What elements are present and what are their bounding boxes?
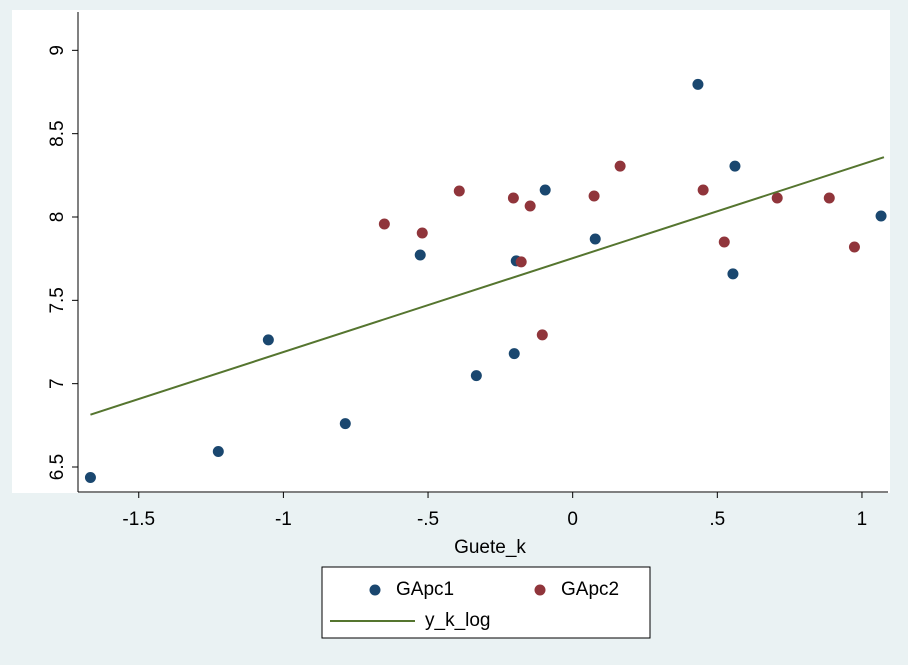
y-tick-label: 8 (47, 212, 68, 223)
x-tick-label: -.5 (417, 509, 439, 530)
point (848, 241, 860, 253)
legend-marker (534, 584, 546, 596)
point (729, 160, 741, 172)
y-tick-label: 9 (47, 45, 68, 56)
y-tick-label: 8.5 (47, 120, 68, 146)
point (262, 334, 274, 346)
fit-line (90, 156, 885, 416)
point (771, 192, 783, 204)
point (692, 78, 704, 90)
x-axis-title: Guete_k (454, 537, 526, 558)
point (508, 348, 520, 360)
point (416, 227, 428, 239)
legend-label: GApc1 (396, 579, 454, 600)
point (614, 160, 626, 172)
point (515, 256, 527, 268)
point (588, 190, 600, 202)
x-tick-label: .5 (709, 509, 725, 530)
point (697, 184, 709, 196)
point (875, 210, 887, 222)
point (470, 370, 482, 382)
y-tick-label: 7.5 (47, 287, 68, 313)
point (727, 268, 739, 280)
point (539, 184, 551, 196)
point (378, 218, 390, 230)
x-tick-label: 1 (857, 509, 868, 530)
point (507, 192, 519, 204)
x-tick-label: -1 (275, 509, 292, 530)
legend (321, 566, 651, 639)
y-tick-label: 7 (47, 378, 68, 389)
legend-label: GApc2 (561, 579, 619, 600)
plot-area (12, 10, 890, 493)
legend-label: y_k_log (425, 610, 491, 631)
point (823, 192, 835, 204)
point (414, 249, 426, 261)
point (212, 446, 224, 457)
point (453, 185, 465, 197)
point (524, 200, 536, 212)
point (589, 233, 601, 245)
y-tick-label: 6.5 (47, 454, 68, 480)
point (718, 236, 730, 248)
point (536, 329, 548, 341)
point (84, 472, 96, 483)
point (339, 418, 351, 430)
x-tick-label: -1.5 (122, 509, 155, 530)
x-tick-label: 0 (567, 509, 578, 530)
legend-marker (369, 584, 381, 596)
